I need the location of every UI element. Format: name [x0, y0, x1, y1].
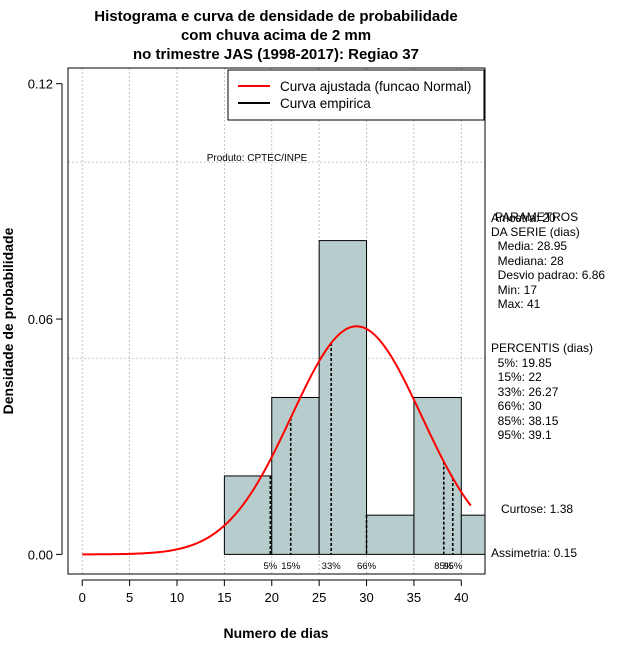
percentile-stat-line: 15%: 22 [491, 370, 542, 384]
parameter-line: PARAMETROS [495, 210, 579, 224]
title-line: no trimestre JAS (1998-2017): Regiao 37 [133, 46, 419, 63]
x-axis-label: Numero de dias [223, 625, 328, 641]
percentile-stat-line: 95%: 39.1 [491, 428, 552, 442]
histogram-bar [460, 514, 486, 555]
percentile-label: 33% [322, 561, 342, 572]
x-tick-label: 40 [454, 590, 468, 605]
x-tick-label: 15 [217, 590, 231, 605]
percentile-lines: 5% 15% 33% 66% 85%95% [263, 343, 463, 572]
histogram-bar [413, 396, 462, 555]
x-tick-label: 25 [312, 590, 326, 605]
percentile-label: 15% [281, 561, 301, 572]
kurtosis: Curtose: 1.38 [501, 502, 574, 516]
axes: 0 5 10 15 20 25 30 35 40 0.00 0.06 0.12 [28, 77, 469, 605]
histogram-bars [223, 240, 486, 555]
y-tick-label: 0.06 [28, 312, 53, 327]
stats-panel: Amostra: 20 [491, 182, 556, 240]
y-tick-label: 0.00 [28, 547, 53, 562]
x-tick-label: 10 [170, 590, 184, 605]
histogram-bar [271, 396, 320, 555]
percentile-stat-line: PERCENTIS (dias) [491, 341, 594, 355]
x-tick-label: 0 [79, 590, 86, 605]
x-tick-label: 30 [359, 590, 373, 605]
x-tick-label: 5 [126, 590, 133, 605]
histogram-bar [366, 514, 415, 555]
percentile-stat-line: 33%: 26.27 [491, 384, 559, 399]
parameter-line: Media: 28.95 [491, 239, 568, 253]
histogram-bar [223, 475, 273, 555]
parameter-line: Min: 17 [491, 282, 538, 297]
y-axis-label: Densidade de probabilidade [0, 227, 16, 414]
percentile-label: 95% [443, 561, 463, 572]
parameter-line: Mediana: 28 [491, 253, 564, 268]
percentile-label: 5% [263, 561, 277, 572]
series-parameters: PARAMETROS DA SERIE (dias) Media: 28.95 M… [491, 210, 605, 312]
x-tick-label: 35 [407, 590, 421, 605]
plot-frame [67, 67, 486, 575]
product-annotation: Produto: CPTEC/INPE [207, 153, 308, 164]
normal-curve [82, 325, 472, 556]
sample-size: Amostra: 20 [491, 211, 556, 225]
legend-label-normal: Curva ajustada (funcao Normal) [280, 79, 471, 94]
percentile-label: 85% [434, 561, 454, 572]
parameter-line: Desvio padrao: 6.86 [491, 268, 606, 282]
title-line: Histograma e curva de densidade de proba… [94, 8, 457, 25]
legend-label-empirical: Curva empirica [280, 96, 371, 111]
percentiles-list: PERCENTIS (dias) 5%: 19.85 15%: 22 33%: … [491, 341, 593, 443]
parameter-line: DA SERIE (dias) [491, 224, 580, 239]
percentile-label: 66% [357, 561, 377, 572]
histogram-bar [318, 240, 368, 555]
parameter-line: Max: 41 [491, 297, 541, 311]
title-line: com chuva acima de 2 mm [181, 27, 371, 44]
shape-statistics: Curtose: 1.38 Assimetria: 0.15 [491, 473, 577, 575]
percentile-stat-line: 66%: 30 [491, 399, 542, 413]
y-tick-label: 0.12 [28, 77, 53, 92]
chart-title: Histograma e curva de densidade de proba… [94, 8, 457, 63]
legend-box [227, 69, 485, 121]
percentile-stat-line: 85%: 38.15 [491, 413, 559, 428]
x-tick-label: 20 [265, 590, 279, 605]
normal-fit-curve [82, 325, 472, 556]
legend: Curva ajustada (funcao Normal) Curva empi… [227, 69, 485, 121]
skewness: Assimetria: 0.15 [491, 545, 578, 560]
percentile-stat-line: 5%: 19.85 [491, 355, 552, 370]
